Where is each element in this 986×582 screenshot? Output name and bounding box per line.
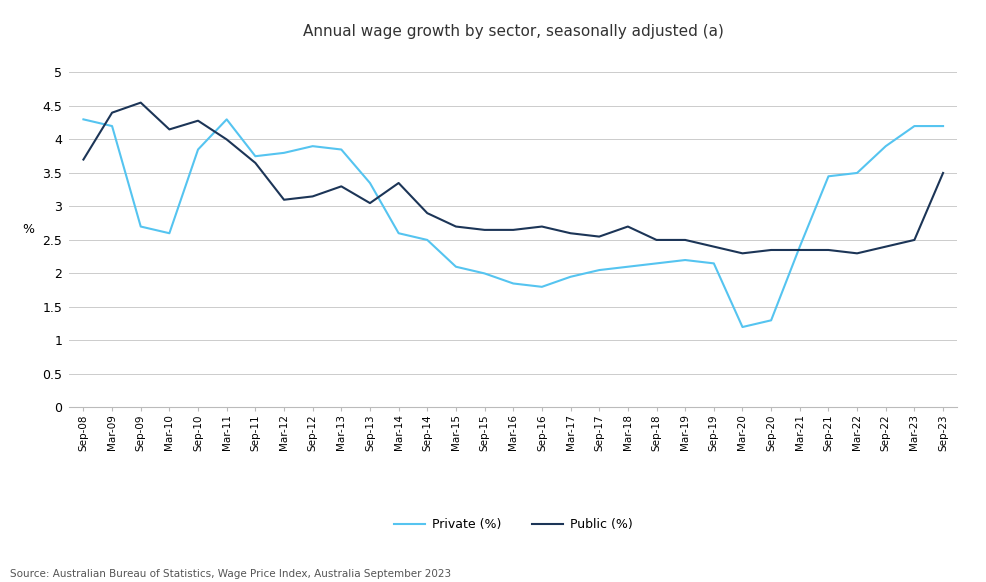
Private (%) [621, 263, 633, 270]
Private (%) [879, 143, 890, 150]
Private (%) [364, 179, 376, 186]
Private (%) [650, 260, 662, 267]
Public (%) [793, 247, 805, 254]
Public (%) [78, 156, 90, 163]
Public (%) [593, 233, 604, 240]
Public (%) [650, 236, 662, 243]
Public (%) [764, 247, 776, 254]
Line: Public (%): Public (%) [84, 102, 942, 253]
Private (%) [135, 223, 147, 230]
Private (%) [535, 283, 547, 290]
Private (%) [850, 169, 862, 176]
Private (%) [593, 267, 604, 274]
Public (%) [478, 226, 490, 233]
Public (%) [879, 243, 890, 250]
Public (%) [421, 210, 433, 217]
Public (%) [364, 200, 376, 207]
Private (%) [307, 143, 318, 150]
Public (%) [106, 109, 118, 116]
Private (%) [821, 173, 833, 180]
Public (%) [278, 196, 290, 203]
Public (%) [507, 226, 519, 233]
Private (%) [564, 274, 576, 281]
Private (%) [907, 123, 919, 130]
Private (%) [221, 116, 233, 123]
Public (%) [135, 99, 147, 106]
Public (%) [850, 250, 862, 257]
Y-axis label: %: % [23, 223, 35, 236]
Public (%) [221, 136, 233, 143]
Public (%) [164, 126, 176, 133]
Private (%) [764, 317, 776, 324]
Public (%) [192, 117, 204, 124]
Private (%) [392, 230, 404, 237]
Public (%) [307, 193, 318, 200]
Public (%) [535, 223, 547, 230]
Public (%) [249, 159, 261, 166]
Public (%) [678, 236, 690, 243]
Private (%) [507, 280, 519, 287]
Private (%) [678, 257, 690, 264]
Text: Source: Australian Bureau of Statistics, Wage Price Index, Australia September 2: Source: Australian Bureau of Statistics,… [10, 569, 451, 579]
Public (%) [621, 223, 633, 230]
Private (%) [335, 146, 347, 153]
Public (%) [564, 230, 576, 237]
Public (%) [907, 236, 919, 243]
Private (%) [736, 324, 747, 331]
Private (%) [106, 123, 118, 130]
Private (%) [164, 230, 176, 237]
Public (%) [392, 179, 404, 186]
Public (%) [821, 247, 833, 254]
Public (%) [335, 183, 347, 190]
Public (%) [450, 223, 461, 230]
Private (%) [793, 243, 805, 250]
Private (%) [707, 260, 719, 267]
Private (%) [192, 146, 204, 153]
Private (%) [450, 263, 461, 270]
Private (%) [78, 116, 90, 123]
Private (%) [249, 152, 261, 159]
Title: Annual wage growth by sector, seasonally adjusted (a): Annual wage growth by sector, seasonally… [303, 24, 723, 39]
Public (%) [707, 243, 719, 250]
Public (%) [736, 250, 747, 257]
Private (%) [278, 150, 290, 157]
Private (%) [478, 270, 490, 277]
Public (%) [936, 169, 948, 176]
Private (%) [936, 123, 948, 130]
Line: Private (%): Private (%) [84, 119, 942, 327]
Legend: Private (%), Public (%): Private (%), Public (%) [388, 513, 637, 536]
Private (%) [421, 236, 433, 243]
